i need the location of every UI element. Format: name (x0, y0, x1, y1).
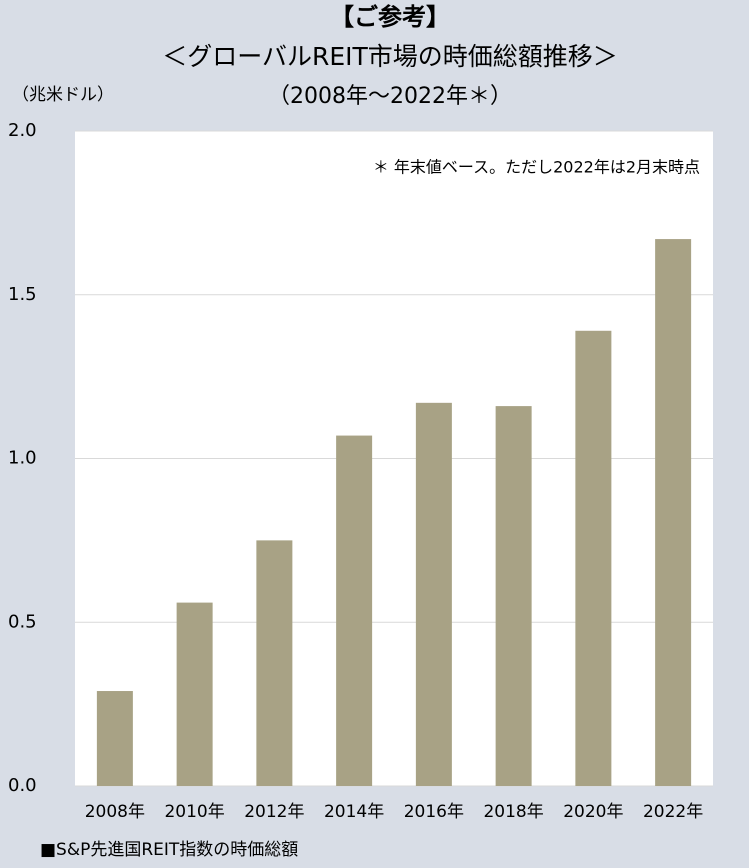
bar (655, 239, 692, 786)
annotation: ＊ 年末値ベース。ただし2022年は2月末時点 (373, 158, 700, 177)
y-tick-label: 0.5 (8, 611, 37, 632)
bar (575, 330, 612, 786)
x-tick-label: 2022年 (643, 802, 703, 822)
y-tick-label: 1.0 (8, 448, 37, 469)
period: （2008年～2022年＊） (268, 84, 512, 109)
y-tick-label: 0.0 (8, 775, 37, 796)
x-tick-label: 2016年 (404, 802, 464, 822)
x-tick-label: 2008年 (85, 802, 145, 822)
bar (415, 402, 452, 786)
x-tick-label: 2020年 (563, 802, 623, 822)
chart-subtitle: ＜グローバルREIT市場の時価総額推移＞ (162, 42, 618, 71)
bar (96, 691, 133, 786)
x-tick-label: 2018年 (483, 802, 543, 822)
bar (336, 435, 373, 786)
x-tick-label: 2012年 (244, 802, 304, 822)
bar (256, 540, 293, 786)
y-tick-label: 1.5 (8, 284, 37, 305)
footnote: ■S&P先進国REIT指数の時価総額 (40, 840, 298, 860)
y-tick-label: 2.0 (8, 120, 37, 141)
chart-title: 【ご参考】 (330, 3, 450, 31)
x-tick-label: 2014年 (324, 802, 384, 822)
y-axis-label: （兆米ドル） (12, 85, 114, 105)
bar (495, 406, 532, 786)
bar (176, 602, 213, 786)
x-tick-label: 2010年 (164, 802, 224, 822)
